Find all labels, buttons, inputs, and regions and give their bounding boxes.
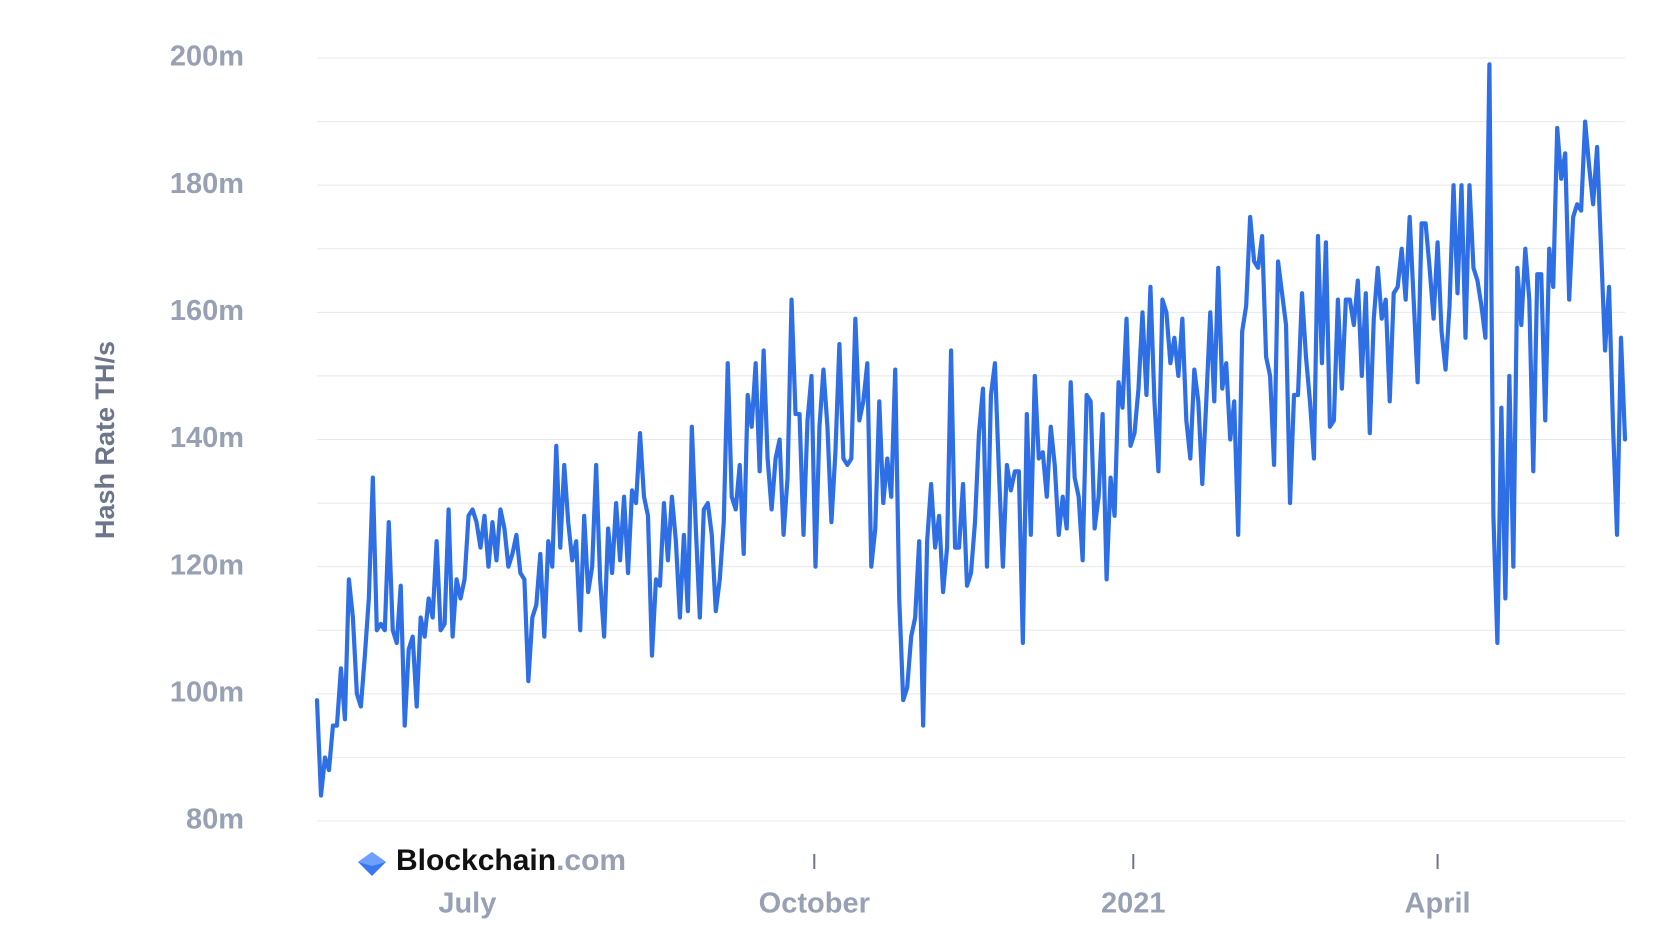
- logo-name: Blockchain: [396, 844, 556, 877]
- x-tick-label: 2021: [1101, 888, 1166, 920]
- logo-background: [352, 840, 637, 878]
- logo-text: Blockchain.com: [396, 844, 626, 877]
- logo-suffix: .com: [556, 844, 626, 877]
- y-tick-label: 180m: [170, 168, 244, 200]
- y-tick-label: 140m: [170, 422, 244, 454]
- y-tick-label: 200m: [170, 41, 244, 73]
- x-tick-label: October: [759, 888, 870, 920]
- logo-icon-top: [358, 852, 386, 866]
- data-line: [314, 62, 1628, 798]
- x-tick-label: July: [438, 888, 496, 920]
- x-tick-label: April: [1405, 888, 1471, 920]
- y-tick-label: 80m: [186, 804, 244, 836]
- y-tick-label: 100m: [170, 676, 244, 708]
- y-axis-title: Hash Rate TH/s: [90, 341, 120, 539]
- y-tick-label: 120m: [170, 549, 244, 581]
- y-tick-label: 160m: [170, 295, 244, 327]
- logo: Blockchain.com: [352, 840, 637, 878]
